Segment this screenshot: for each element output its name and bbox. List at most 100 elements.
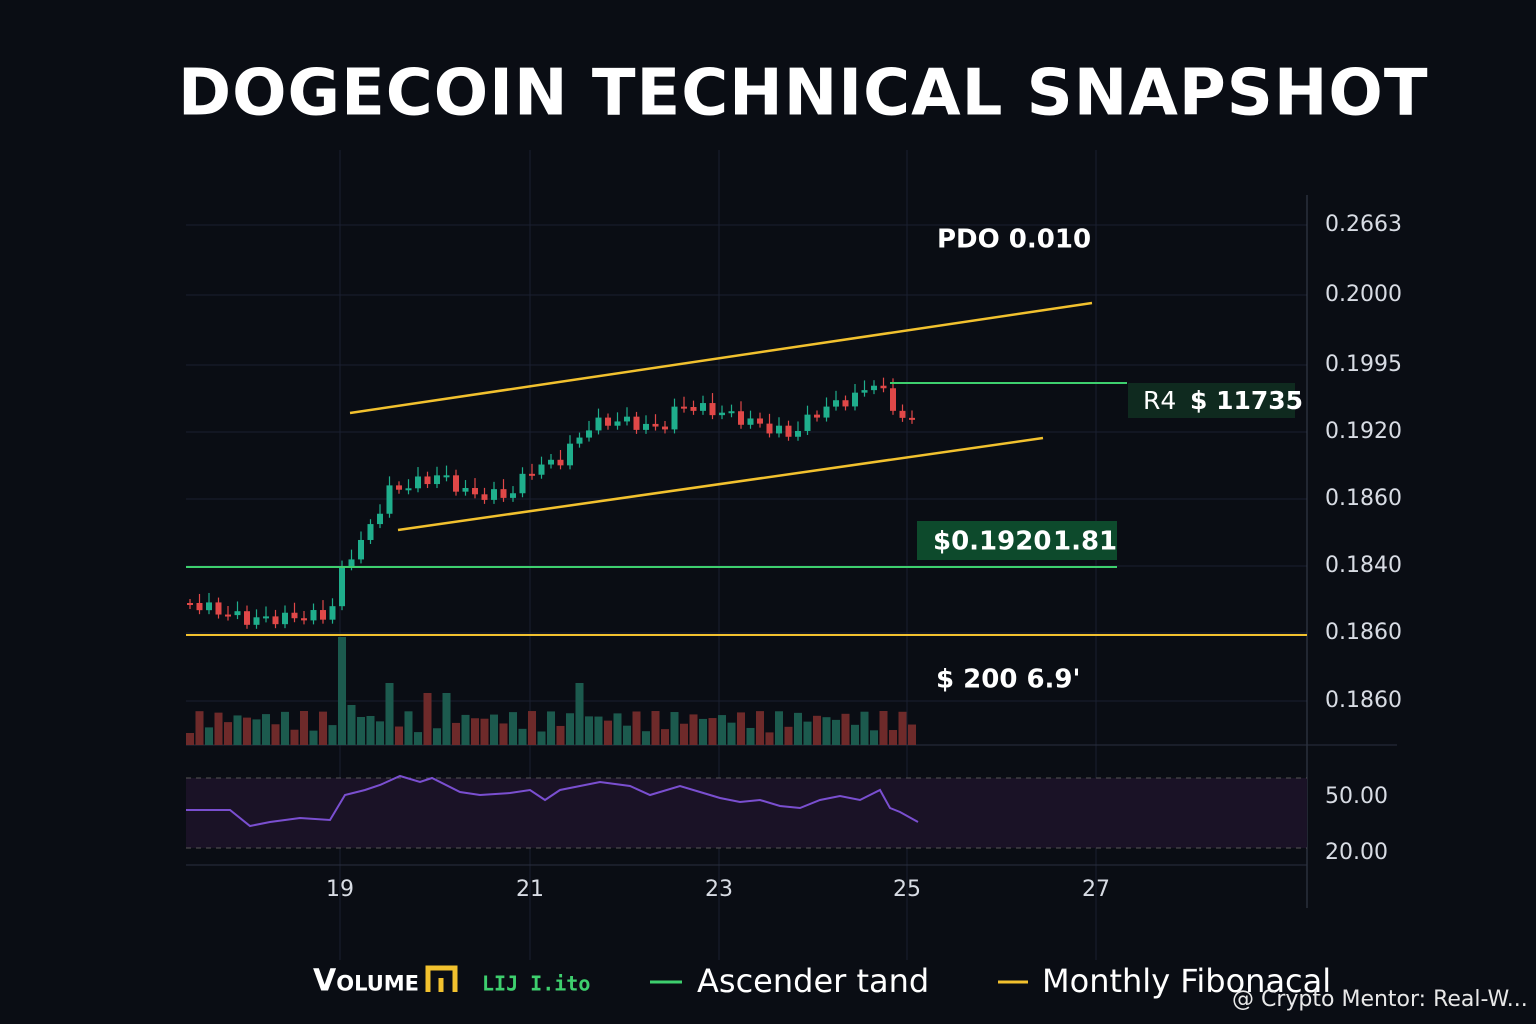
candle-body (814, 414, 820, 418)
volume-bar (556, 725, 565, 745)
candle-body (852, 392, 858, 407)
volume-bar (870, 730, 878, 745)
candle-body (880, 385, 887, 389)
price-axis-label: 0.2000 (1325, 282, 1402, 307)
candle-body (519, 473, 526, 494)
volume-bar (708, 718, 717, 745)
rsi-band (186, 778, 1307, 848)
volume-bar (243, 717, 251, 745)
volume-bar (841, 713, 850, 745)
candle-body (424, 476, 431, 485)
volume-bar (385, 683, 394, 745)
candle-body (434, 475, 440, 485)
price-box-label: $0.1920 (933, 527, 1051, 557)
candle-body (225, 614, 231, 617)
candle-body (766, 423, 773, 434)
candle-body (234, 611, 241, 616)
candle-body (681, 406, 687, 409)
candle-body (481, 494, 488, 500)
volume-bar (281, 711, 289, 745)
volume-bar (195, 711, 204, 745)
volume-bar (670, 712, 679, 745)
candle-body (215, 602, 222, 615)
candle-body (386, 485, 393, 514)
candle-body (586, 430, 592, 438)
candle-body (548, 459, 554, 465)
candle-body (624, 416, 630, 422)
volume-bar (366, 715, 375, 745)
volume-bar (832, 719, 840, 745)
candle-body (443, 475, 450, 478)
volume-bar (357, 716, 365, 745)
price-axis-label: 0.1920 (1325, 419, 1402, 444)
annotation: $ 200 6.9' (936, 665, 1081, 695)
volume-bar (651, 711, 660, 745)
date-axis-label: 23 (705, 877, 733, 902)
r4-box (1128, 383, 1295, 418)
volume-bar (860, 711, 869, 745)
volume-bar (623, 725, 631, 745)
candle-body (652, 423, 659, 427)
volume-bar (414, 732, 422, 745)
candle-body (890, 388, 896, 411)
candle-body (795, 430, 801, 437)
candle-body (757, 418, 763, 424)
candle-body (301, 618, 307, 621)
volume-bar (642, 731, 650, 745)
volume-bar (889, 730, 897, 745)
candle-body (310, 610, 317, 621)
volume-bar (756, 711, 764, 745)
channel-lower (397, 436, 1044, 532)
volume-bar (262, 714, 270, 745)
date-axis-label: 19 (326, 877, 354, 902)
candle-body (462, 488, 469, 492)
volume-bar (433, 728, 441, 745)
candle-body (576, 437, 583, 444)
volume-bar (509, 712, 517, 745)
rsi-line (186, 774, 919, 828)
candle-body (510, 493, 516, 498)
volume-bar (395, 726, 403, 745)
volume-bar (822, 717, 831, 745)
volume-bar (319, 711, 327, 745)
volume-bar (290, 729, 299, 745)
candle-body (871, 385, 877, 391)
candle-body (367, 524, 374, 540)
rsi-axis-label: 20.00 (1325, 840, 1388, 865)
candle-body (605, 417, 611, 426)
candle-body (557, 459, 564, 466)
legend-label: Ascender tand (697, 962, 929, 1000)
volume-bar (699, 718, 707, 745)
candle-body (861, 390, 868, 393)
candle-body (899, 410, 906, 418)
volume-bar (718, 715, 726, 745)
price-axis-label: 0.1860 (1325, 620, 1402, 645)
volume-bar (252, 719, 261, 745)
legend-sub: LIJ I.ito (482, 972, 590, 996)
candle-body (348, 559, 355, 567)
price-box (917, 521, 1117, 560)
legend-label: Volume (313, 964, 419, 999)
legend: Volume LIJ I.ito Ascender tand Monthly F… (313, 962, 1331, 1000)
candle-body (320, 610, 326, 620)
volume-bar (480, 718, 489, 745)
price-axis-label: 0.1995 (1325, 352, 1402, 377)
volume-bar (585, 716, 593, 745)
volume-bar (423, 693, 432, 745)
candle-body (272, 616, 279, 625)
candle-body (405, 488, 412, 491)
volume-bar (680, 723, 688, 745)
volume-bar (186, 733, 194, 745)
volume-bars (186, 637, 916, 745)
volume-bar (537, 731, 546, 745)
volume-bar (813, 715, 821, 745)
volume-bar (471, 718, 479, 745)
candle-body (728, 411, 735, 414)
price-axis: 0.2663 0.2000 0.1995 0.1920 0.1860 0.1840 0.18… (1325, 212, 1402, 713)
candle-body (244, 611, 250, 625)
volume-bar (271, 724, 280, 745)
volume-bar (347, 705, 356, 745)
volume-bar (613, 713, 622, 745)
